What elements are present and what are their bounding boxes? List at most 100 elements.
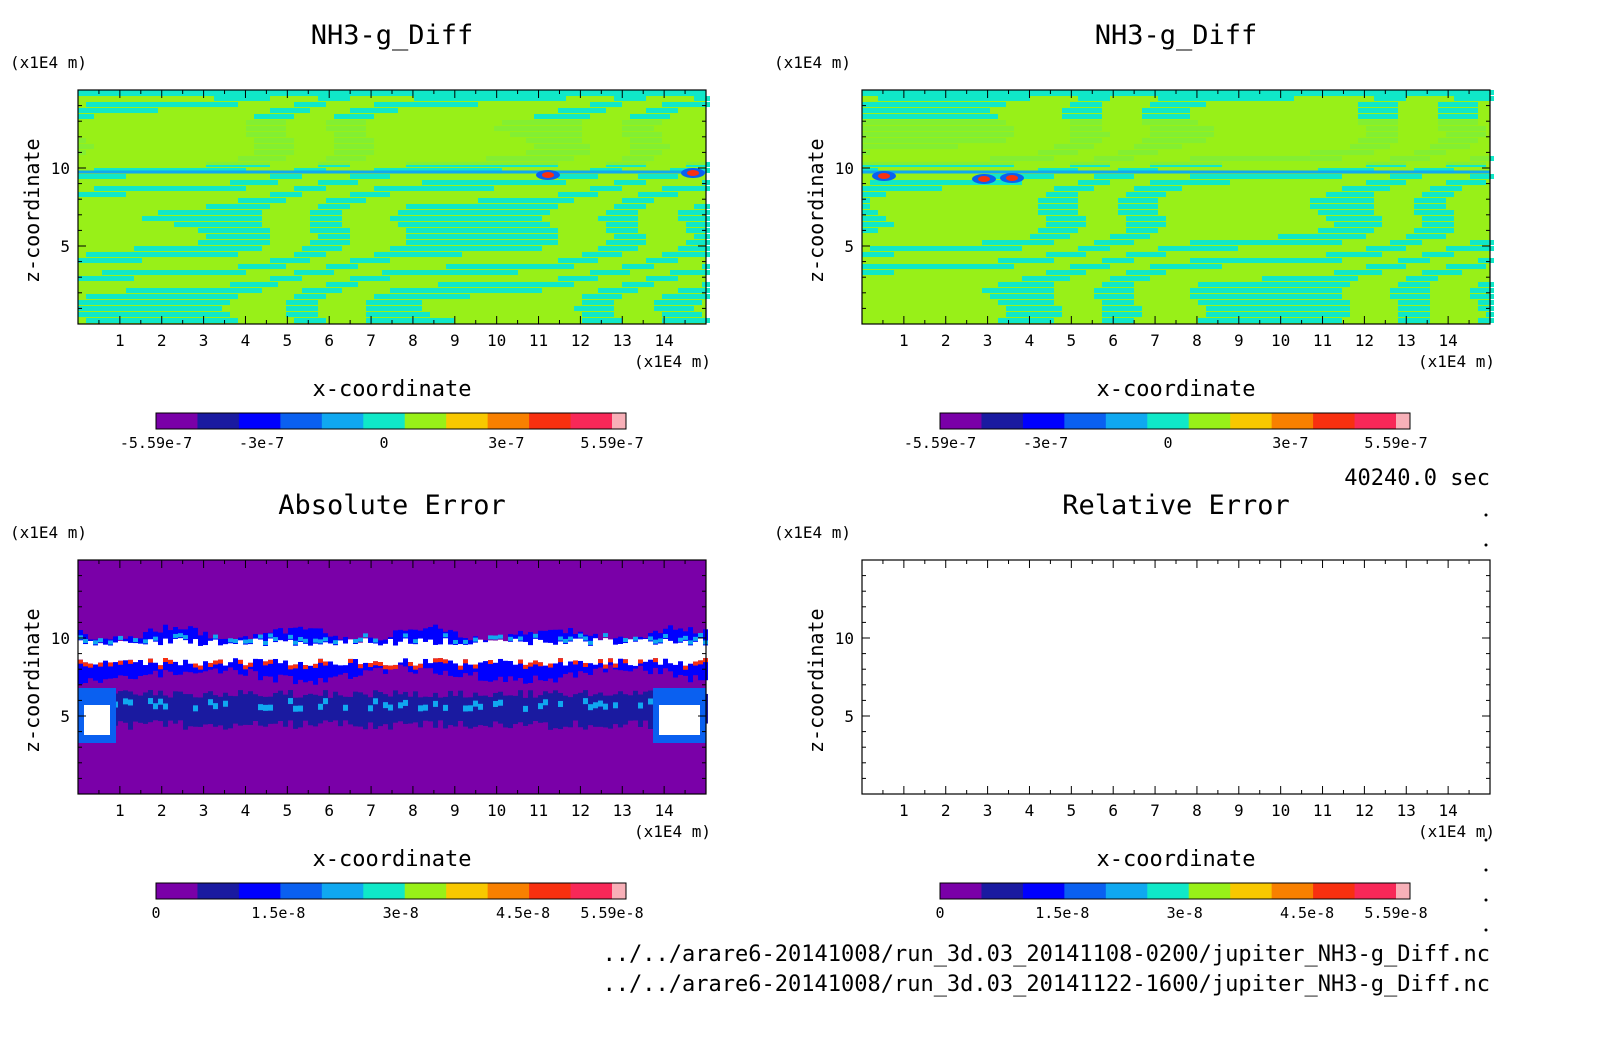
field-cell bbox=[1126, 270, 1134, 275]
error-cell bbox=[193, 705, 198, 712]
field-cell bbox=[230, 246, 238, 251]
field-cell bbox=[1350, 252, 1358, 257]
field-cell bbox=[622, 204, 630, 209]
field-cell bbox=[1302, 174, 1310, 179]
field-cell bbox=[1286, 174, 1294, 179]
field-cell bbox=[1214, 96, 1222, 101]
field-cell bbox=[1054, 216, 1062, 221]
field-cell bbox=[198, 312, 206, 317]
field-cell bbox=[1102, 258, 1110, 263]
field-cell bbox=[558, 198, 566, 203]
field-cell bbox=[230, 180, 238, 185]
field-cell bbox=[974, 114, 982, 119]
field-cell bbox=[126, 300, 134, 305]
field-cell bbox=[270, 192, 278, 197]
colorbar-tick-label: -3e-7 bbox=[239, 434, 284, 452]
field-cell bbox=[470, 96, 478, 101]
error-cell bbox=[118, 691, 123, 722]
field-cell bbox=[102, 174, 110, 179]
field-cell bbox=[1150, 228, 1158, 233]
colorbar-tick-label: -5.59e-7 bbox=[904, 434, 976, 452]
field-cell bbox=[166, 252, 174, 257]
field-cell bbox=[662, 294, 670, 299]
field-cell bbox=[638, 240, 646, 245]
field-cell bbox=[422, 102, 430, 107]
error-cell bbox=[323, 690, 328, 721]
field-cell bbox=[334, 288, 342, 293]
field-cell bbox=[1326, 318, 1334, 323]
field-cell bbox=[414, 216, 422, 221]
field-cell bbox=[350, 174, 358, 179]
error-cell bbox=[148, 639, 153, 659]
field-cell bbox=[1430, 270, 1438, 275]
field-cell bbox=[1222, 258, 1230, 263]
field-cell bbox=[334, 198, 342, 203]
field-cell bbox=[1062, 210, 1070, 215]
field-cell bbox=[398, 270, 406, 275]
field-cell bbox=[326, 246, 334, 251]
field-cell bbox=[1190, 294, 1198, 299]
field-cell bbox=[302, 246, 310, 251]
field-cell bbox=[150, 288, 158, 293]
error-cell bbox=[538, 703, 543, 710]
field-cell bbox=[222, 204, 230, 209]
field-cell bbox=[230, 186, 238, 191]
field-cell bbox=[694, 204, 702, 209]
field-cell bbox=[1414, 306, 1422, 311]
field-cell bbox=[1326, 276, 1334, 281]
field-cell bbox=[1270, 96, 1278, 101]
error-cell bbox=[408, 696, 413, 724]
field-cell bbox=[1398, 180, 1406, 185]
panel-1-x-label: x-coordinate bbox=[312, 377, 472, 402]
error-cell bbox=[198, 697, 203, 727]
field-cell bbox=[246, 222, 254, 227]
field-cell bbox=[1422, 228, 1430, 233]
field-cell bbox=[1078, 264, 1086, 269]
field-cell bbox=[134, 312, 142, 317]
field-cell bbox=[334, 234, 342, 239]
field-cell bbox=[1134, 252, 1142, 257]
field-cell bbox=[318, 210, 326, 215]
field-cell bbox=[1406, 240, 1414, 245]
error-cell bbox=[138, 643, 143, 661]
field-cell bbox=[942, 246, 950, 251]
field-cell bbox=[222, 300, 230, 305]
field-cell bbox=[654, 300, 662, 305]
field-cell bbox=[534, 210, 542, 215]
error-cell bbox=[483, 642, 488, 662]
field-cell bbox=[1390, 108, 1398, 113]
field-cell bbox=[1374, 246, 1382, 251]
field-cell bbox=[254, 228, 262, 233]
colorbar-tick-label: 4.5e-8 bbox=[1280, 904, 1334, 922]
field-cell bbox=[1270, 174, 1278, 179]
field-cell bbox=[598, 312, 606, 317]
field-cell bbox=[1326, 252, 1334, 257]
field-cell bbox=[174, 222, 182, 227]
x-tick-label: 7 bbox=[1150, 801, 1160, 820]
field-cell bbox=[566, 258, 574, 263]
field-cell bbox=[414, 306, 422, 311]
field-cell bbox=[1406, 300, 1414, 305]
field-cell bbox=[1198, 318, 1206, 323]
field-cell bbox=[1078, 270, 1086, 275]
field-cell bbox=[470, 216, 478, 221]
field-cell bbox=[598, 318, 606, 323]
field-cell bbox=[94, 294, 102, 299]
error-cell bbox=[573, 694, 578, 721]
field-cell bbox=[646, 114, 654, 119]
field-cell bbox=[1246, 294, 1254, 299]
field-cell bbox=[526, 264, 534, 269]
field-cell bbox=[862, 198, 870, 203]
field-cell bbox=[902, 180, 910, 185]
field-cell bbox=[1062, 252, 1070, 257]
field-cell bbox=[222, 312, 230, 317]
field-cell bbox=[1102, 282, 1110, 287]
field-cell bbox=[366, 192, 374, 197]
panel-2-x-unit: (x1E4 m) bbox=[1418, 352, 1496, 371]
field-cell bbox=[118, 186, 126, 191]
field-cell bbox=[694, 96, 702, 101]
error-cell bbox=[563, 695, 568, 727]
field-cell bbox=[478, 282, 486, 287]
field-cell bbox=[1118, 294, 1126, 299]
field-cell bbox=[926, 264, 934, 269]
